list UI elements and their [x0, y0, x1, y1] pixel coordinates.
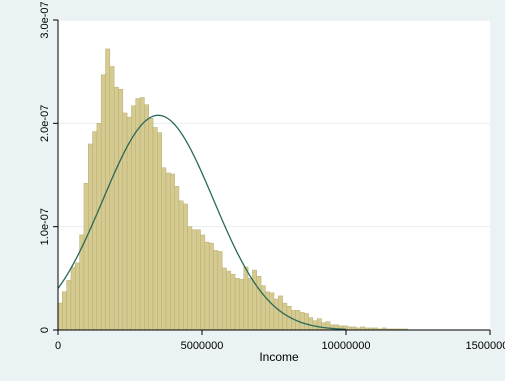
histogram-bar	[308, 317, 314, 331]
histogram-bar	[118, 88, 124, 331]
histogram-bar	[208, 242, 214, 331]
y-tick-label: 2.0e-07	[39, 105, 51, 142]
x-tick-label: 10000000	[322, 340, 371, 352]
histogram-bar	[299, 312, 305, 331]
histogram-bar	[269, 292, 275, 331]
histogram-bar	[316, 318, 322, 331]
histogram-bar	[75, 262, 80, 331]
histogram-bar	[131, 105, 137, 331]
histogram-bar	[144, 104, 149, 331]
y-tick-label: 1.0e-07	[39, 208, 51, 245]
histogram-bar	[113, 86, 119, 331]
histogram-bar	[204, 241, 210, 331]
histogram-bar	[221, 267, 227, 331]
histogram-bar	[282, 302, 288, 331]
histogram-bar	[247, 278, 253, 331]
y-tick-label: 3.0e-07	[39, 1, 51, 38]
histogram-bar	[200, 234, 206, 331]
histogram-bar	[109, 66, 115, 331]
axes	[57, 20, 490, 331]
histogram-bar	[157, 132, 162, 331]
x-tick-label: 0	[55, 340, 61, 352]
y-axis-ticks: 0 1.0e-07 2.0e-07 3.0e-07	[39, 1, 58, 333]
histogram-bar	[170, 173, 175, 331]
x-tick-label: 5000000	[181, 340, 224, 352]
histogram-bar	[66, 280, 72, 331]
histogram-bar	[57, 302, 63, 331]
histogram-bar	[62, 291, 67, 331]
histogram-bar	[213, 250, 219, 331]
histogram-bar	[96, 123, 102, 331]
histogram-bar	[152, 127, 158, 331]
x-axis-title: Income	[259, 350, 299, 364]
histogram-bar	[217, 251, 223, 331]
y-tick-label: 0	[39, 327, 51, 333]
histogram-bar	[239, 279, 245, 331]
histogram-bar	[174, 186, 180, 331]
normal-density-curve	[57, 114, 347, 330]
histogram-bar	[83, 183, 89, 331]
histogram-bar	[303, 313, 309, 331]
histogram-bar	[183, 203, 188, 331]
histogram-bar	[148, 117, 154, 331]
histogram-bar	[122, 112, 128, 331]
histogram-bar	[273, 298, 279, 331]
histogram-bar	[139, 97, 145, 331]
histogram-bar	[256, 276, 262, 331]
histogram-bar	[187, 226, 193, 331]
histogram-bar	[87, 143, 93, 331]
histogram-bar	[70, 266, 76, 331]
histogram-bar	[126, 116, 132, 331]
histogram-bar	[92, 131, 98, 331]
x-axis-ticks: 0 5000000 10000000 15000000	[55, 330, 505, 352]
histogram-bar	[165, 172, 171, 331]
histogram-bar	[252, 269, 257, 331]
histogram-bar	[178, 200, 184, 331]
histogram-bar	[230, 273, 236, 331]
histogram-bar	[321, 322, 327, 331]
histogram-bar	[226, 270, 232, 331]
histogram-bar	[191, 229, 197, 331]
histogram-bar	[234, 278, 240, 331]
histogram-bar	[243, 266, 249, 331]
histogram-bar	[195, 229, 201, 331]
histogram-bar	[161, 167, 167, 331]
histogram-bar	[135, 98, 141, 331]
x-tick-label: 15000000	[466, 340, 505, 352]
